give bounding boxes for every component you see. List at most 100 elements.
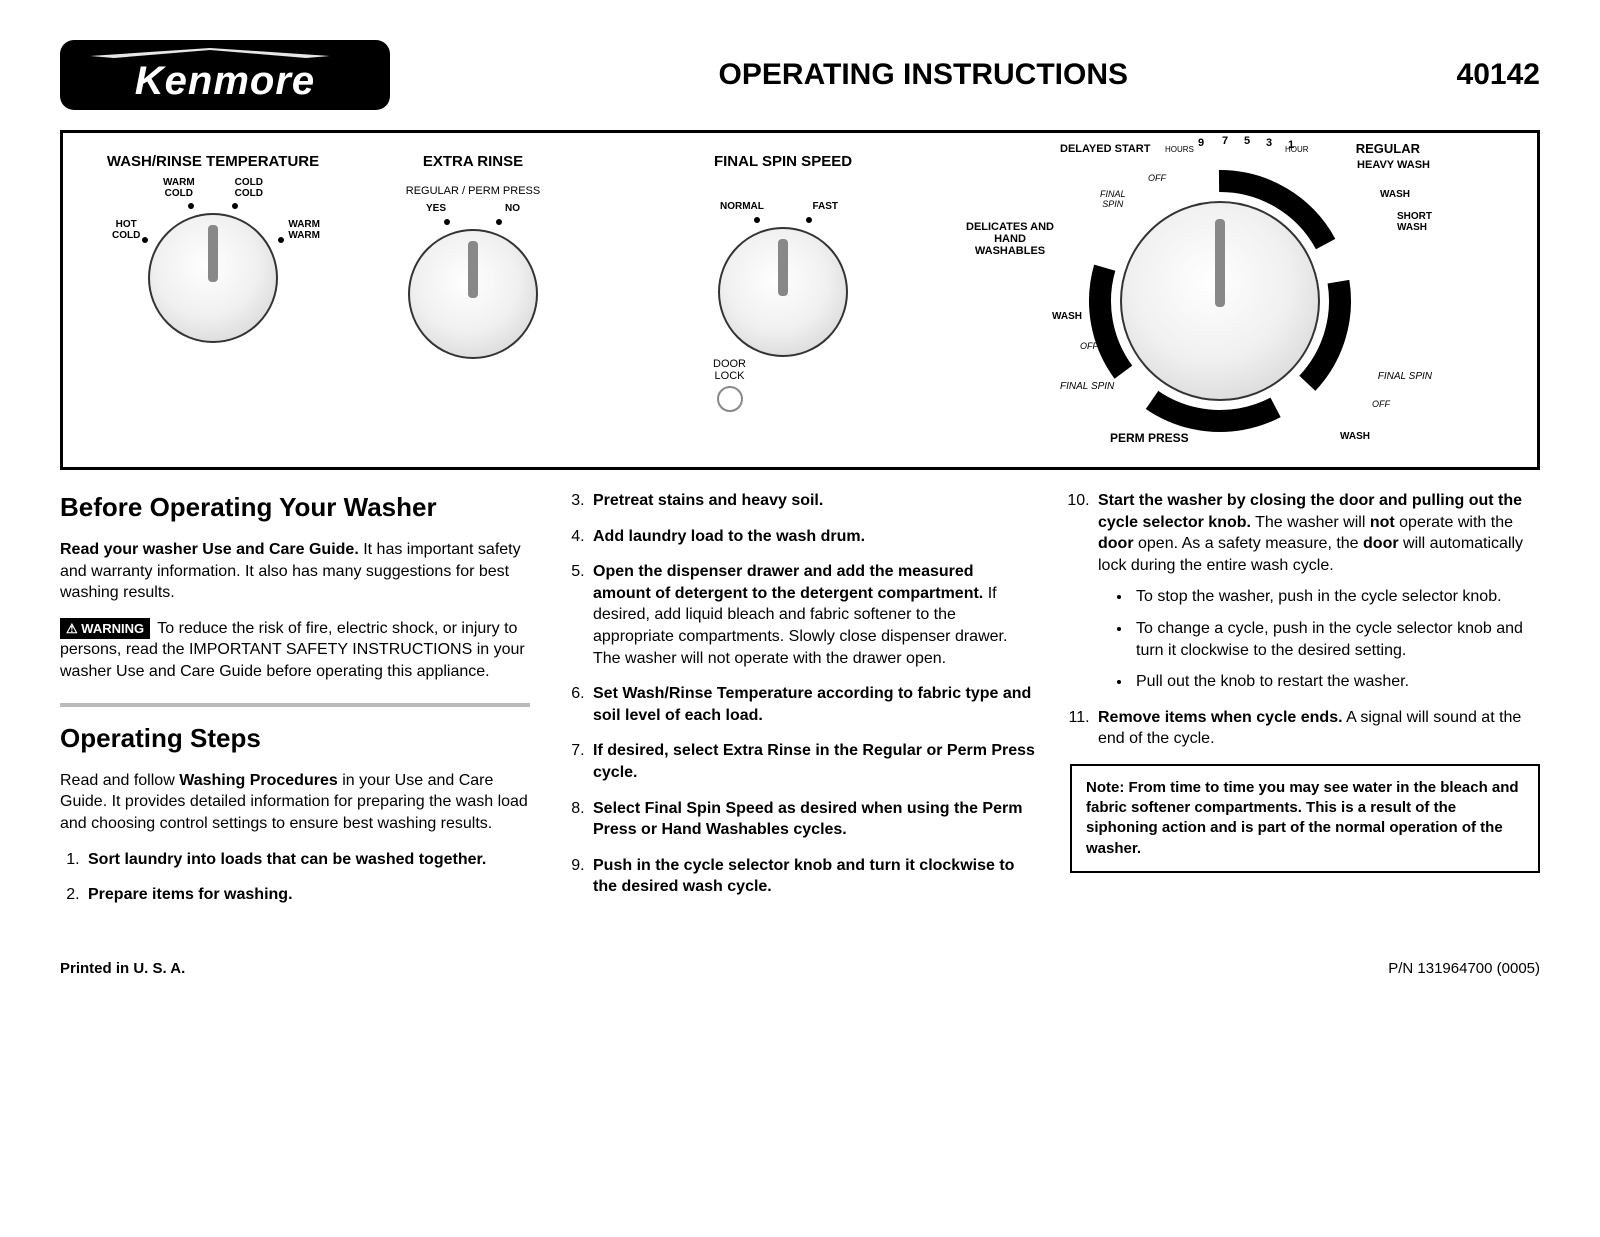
step-7: If desired, select Extra Rinse in the Re… (589, 740, 1035, 783)
steps-list-c: Start the washer by closing the door and… (1070, 490, 1540, 750)
footer-part-number: P/N 131964700 (0005) (1388, 960, 1540, 977)
step-10-door: door (1098, 535, 1134, 552)
cycle-n1: 1 (1288, 139, 1294, 151)
temp-pos-3: WARM WARM (288, 219, 320, 241)
section-divider (60, 703, 530, 707)
cycle-dial-area: DELAYED START HOURS HOUR 9 7 5 3 1 REGUL… (1010, 141, 1430, 437)
temp-label: WASH/RINSE TEMPERATURE (107, 153, 319, 170)
step-9-bold: Push in the cycle selector knob and turn… (593, 857, 1014, 896)
brand-logo: Kenmore (60, 40, 390, 110)
step-6-bold: Set Wash/Rinse Temperature according to … (593, 685, 1031, 724)
steps-intro-b: Washing Procedures (179, 772, 338, 789)
column-1: Before Operating Your Washer Read your w… (60, 490, 530, 920)
spin-control: FINAL SPIN SPEED NORMAL FAST (673, 153, 893, 437)
step-10-a: The washer will (1251, 514, 1370, 531)
door-lock-indicator: DOOR LOCK (713, 358, 746, 412)
spin-knob (718, 227, 848, 357)
cycle-wash-br: WASH (1340, 431, 1370, 442)
cycle-n7: 7 (1222, 135, 1228, 147)
step-5: Open the dispenser drawer and add the me… (589, 561, 1035, 669)
cycle-off-l: OFF (1080, 341, 1098, 351)
step-10-not: not (1370, 514, 1395, 531)
step-11: Remove items when cycle ends. A signal w… (1094, 707, 1540, 750)
cycle-hours-l: HOURS (1165, 145, 1194, 154)
steps-list-a: Sort laundry into loads that can be wash… (60, 849, 530, 906)
rinse-knob (408, 229, 538, 359)
step-9: Push in the cycle selector knob and turn… (589, 855, 1035, 898)
temp-knob (148, 213, 278, 343)
cycle-heavy-wash: HEAVY WASH (1357, 159, 1430, 171)
rinse-control: EXTRA RINSE REGULAR / PERM PRESS YES NO (373, 153, 573, 437)
step-6: Set Wash/Rinse Temperature according to … (589, 683, 1035, 726)
step-7-bold: If desired, select Extra Rinse in the Re… (593, 742, 1035, 781)
cycle-delayed-start: DELAYED START (1060, 143, 1150, 155)
cycle-knob (1120, 201, 1320, 401)
temp-pos-1: COLD COLD (235, 177, 263, 199)
step-10: Start the washer by closing the door and… (1094, 490, 1540, 693)
steps-intro: Read and follow Washing Procedures in yo… (60, 770, 530, 835)
page-footer: Printed in U. S. A. P/N 131964700 (0005) (60, 960, 1540, 977)
cycle-delicates: DELICATES AND HAND WASHABLES (950, 221, 1070, 257)
cycle-regular: REGULAR (1356, 141, 1420, 156)
note-box: Note: From time to time you may see wate… (1070, 764, 1540, 873)
column-2: Pretreat stains and heavy soil. Add laun… (565, 490, 1035, 920)
steps-intro-a: Read and follow (60, 772, 179, 789)
cycle-n9: 9 (1198, 137, 1204, 149)
temp-pos-0: WARM COLD (163, 177, 195, 199)
temp-control: WASH/RINSE TEMPERATURE WARM COLD COLD CO… (93, 153, 333, 437)
spin-fast: FAST (812, 201, 838, 212)
step-10-b: operate with the (1395, 514, 1513, 531)
tick-dot (142, 237, 148, 243)
step-4-bold: Add laundry load to the wash drum. (593, 528, 865, 545)
content-columns: Before Operating Your Washer Read your w… (60, 490, 1540, 920)
steps-heading: Operating Steps (60, 721, 530, 756)
tick-dot (232, 203, 238, 209)
cycle-off-tl: OFF (1148, 173, 1166, 183)
step-3: Pretreat stains and heavy soil. (589, 490, 1035, 512)
step-2-bold: Prepare items for washing. (88, 886, 293, 903)
cycle-n3: 3 (1266, 137, 1272, 149)
bullet-0: To stop the washer, push in the cycle se… (1132, 586, 1540, 608)
warning-icon: WARNING (60, 618, 150, 640)
cycle-final-spin-l: FINAL SPIN (1060, 381, 1114, 392)
step-5-bold: Open the dispenser drawer and add the me… (593, 563, 983, 602)
cycle-wash-tr: WASH (1380, 189, 1410, 200)
cycle-perm-press: PERM PRESS (1110, 431, 1189, 445)
step-8: Select Final Spin Speed as desired when … (589, 798, 1035, 841)
cycle-selector: DELAYED START HOURS HOUR 9 7 5 3 1 REGUL… (933, 153, 1507, 437)
cycle-off-r: OFF (1372, 399, 1390, 409)
door-lock-light (717, 386, 743, 412)
rinse-no: NO (505, 203, 520, 214)
cycle-short-wash: SHORT WASH (1397, 211, 1432, 233)
column-3: Start the washer by closing the door and… (1070, 490, 1540, 920)
cycle-wash-l: WASH (1052, 311, 1082, 322)
step-8-bold: Select Final Spin Speed as desired when … (593, 800, 1022, 839)
before-paragraph: Read your washer Use and Care Guide. It … (60, 539, 530, 604)
tick-dot (188, 203, 194, 209)
brand-name: Kenmore (135, 59, 315, 104)
before-heading: Before Operating Your Washer (60, 490, 530, 525)
spin-label: FINAL SPIN SPEED (714, 153, 852, 170)
step-10-bullets: To stop the washer, push in the cycle se… (1098, 586, 1540, 692)
cycle-final-spin-tl: FINAL SPIN (1100, 189, 1126, 209)
rinse-sublabel: REGULAR / PERM PRESS (406, 185, 540, 197)
step-10-c: open. As a safety measure, the (1134, 535, 1363, 552)
tick-dot (496, 219, 502, 225)
tick-dot (278, 237, 284, 243)
page-header: Kenmore OPERATING INSTRUCTIONS 40142 (60, 40, 1540, 110)
step-4: Add laundry load to the wash drum. (589, 526, 1035, 548)
control-panel-diagram: WASH/RINSE TEMPERATURE WARM COLD COLD CO… (60, 130, 1540, 470)
tick-dot (444, 219, 450, 225)
cycle-final-spin-r: FINAL SPIN (1378, 371, 1432, 382)
step-1-bold: Sort laundry into loads that can be wash… (88, 851, 486, 868)
step-1: Sort laundry into loads that can be wash… (84, 849, 530, 871)
tick-dot (806, 217, 812, 223)
rinse-label: EXTRA RINSE (423, 153, 523, 170)
temp-pos-2: HOT COLD (112, 219, 140, 241)
bullet-1: To change a cycle, push in the cycle sel… (1132, 618, 1540, 661)
step-11-bold: Remove items when cycle ends. (1098, 709, 1343, 726)
steps-list-b: Pretreat stains and heavy soil. Add laun… (565, 490, 1035, 898)
door-lock-label: DOOR LOCK (713, 358, 746, 382)
rinse-knob-wrap: YES NO (408, 205, 538, 359)
bullet-2: Pull out the knob to restart the washer. (1132, 671, 1540, 693)
